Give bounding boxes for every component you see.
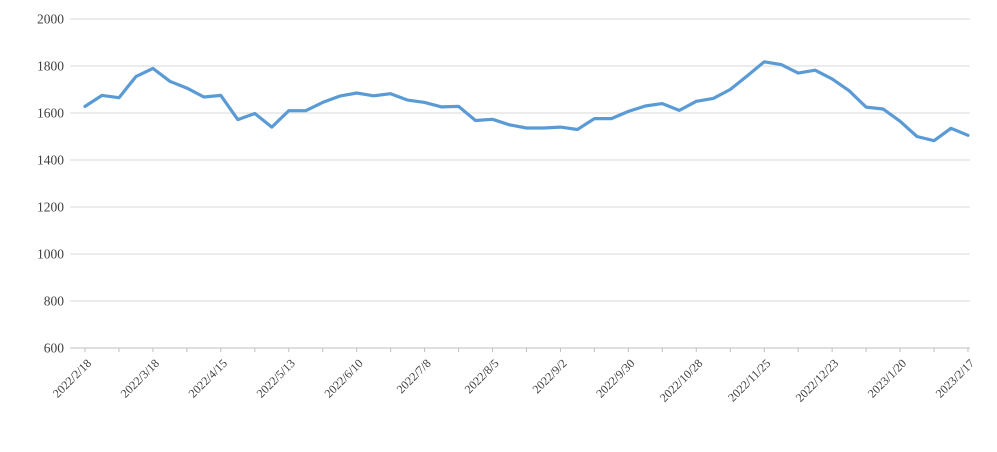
- y-axis-tick-label: 1200: [37, 200, 64, 215]
- x-axis-tick-label: 2022/4/15: [186, 356, 230, 400]
- y-axis-tick-label: 2000: [37, 12, 64, 27]
- x-axis-tick-label: 2022/7/8: [394, 356, 434, 396]
- x-axis-tick-label: 2022/2/18: [50, 356, 94, 400]
- x-axis-tick-label: 2022/9/2: [529, 356, 569, 396]
- x-axis-tick-label: 2023/1/20: [865, 356, 909, 400]
- x-axis-tick-label: 2022/3/18: [118, 356, 162, 400]
- y-axis-tick-label: 800: [44, 294, 65, 309]
- series-line: [83, 60, 970, 143]
- y-axis-tick-label: 1400: [37, 153, 64, 168]
- y-axis-tick-label: 600: [44, 341, 65, 356]
- y-axis-tick-label: 1800: [37, 59, 64, 74]
- x-axis-tick-label: 2022/12/23: [793, 356, 842, 405]
- y-axis-tick-label: 1000: [37, 247, 64, 262]
- y-axis-tick-label: 1600: [37, 106, 64, 121]
- x-axis-tick-label: 2022/8/5: [462, 356, 502, 396]
- x-axis-tick-label: 2022/5/13: [254, 356, 298, 400]
- x-axis-tick-label: 2022/6/10: [321, 356, 365, 400]
- x-axis-tick-label: 2022/9/30: [593, 356, 637, 400]
- x-axis-tick-label: 2023/2/17: [933, 356, 977, 400]
- x-axis-tick-label: 2022/10/28: [657, 356, 706, 405]
- x-axis-tick-label: 2022/11/25: [725, 356, 773, 404]
